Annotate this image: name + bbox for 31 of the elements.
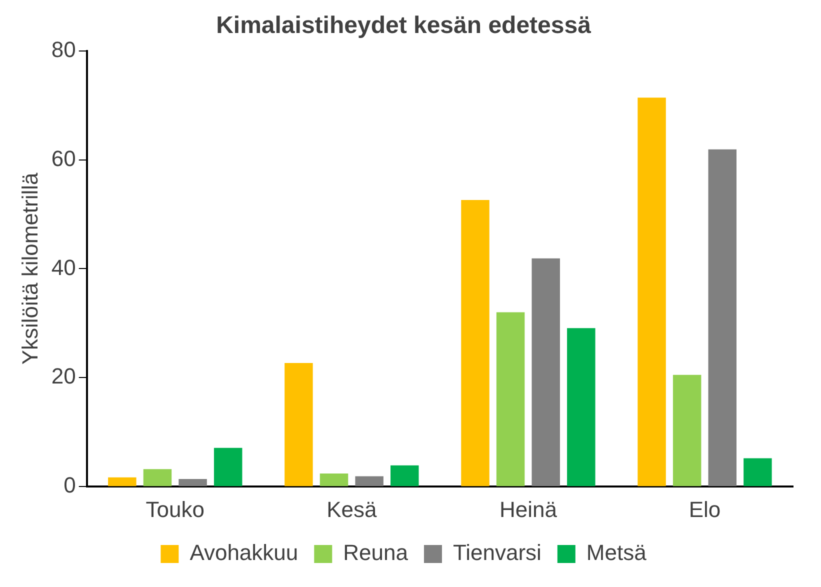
bar xyxy=(108,477,136,486)
bar xyxy=(178,478,207,486)
bar xyxy=(355,476,384,486)
chart-title: Kimalaistiheydet kesän edetessä xyxy=(216,12,592,40)
y-tick-label: 20 xyxy=(51,364,76,389)
bar xyxy=(567,328,596,486)
bar xyxy=(461,200,490,486)
y-tick-label: 80 xyxy=(51,36,76,62)
bar xyxy=(638,98,666,486)
x-tick-label: Elo xyxy=(688,496,721,522)
legend-label: Tienvarsi xyxy=(452,540,542,566)
bar xyxy=(284,362,313,486)
bar xyxy=(143,469,172,486)
y-tick-label: 60 xyxy=(51,146,76,171)
x-tick-label: Heinä xyxy=(499,496,558,522)
legend-label: Metsä xyxy=(586,540,648,566)
legend-label: Reuna xyxy=(343,540,409,566)
bar xyxy=(320,474,348,486)
bar xyxy=(708,149,737,486)
bar xyxy=(744,458,772,486)
bar xyxy=(390,465,419,486)
x-tick-label: Touko xyxy=(146,496,204,522)
y-tick-label: 40 xyxy=(51,254,76,280)
bar xyxy=(214,448,242,486)
bar xyxy=(672,374,702,486)
bar xyxy=(532,258,560,486)
legend-label: Avohakkuu xyxy=(190,540,298,566)
bar xyxy=(496,312,525,486)
y-tick-label: 0 xyxy=(64,472,76,498)
y-axis-title: Yksilöitä kilometrillä xyxy=(17,172,42,365)
x-tick-label: Kesä xyxy=(326,496,378,522)
